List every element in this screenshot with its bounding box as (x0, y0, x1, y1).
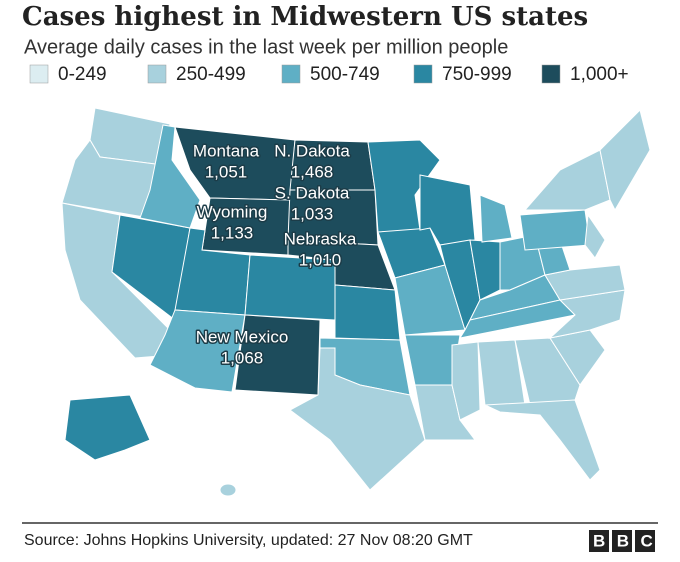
legend-label: 1,000+ (570, 64, 629, 85)
state-shape (479, 194, 513, 243)
state-name: Montana (193, 141, 260, 160)
state-value: 1,051 (205, 162, 248, 181)
legend-swatch (281, 64, 301, 84)
state-shape (523, 149, 611, 211)
state-shape (414, 384, 476, 441)
state-shape (367, 139, 441, 233)
state-shape (519, 209, 591, 251)
state-labels: Montana 1,051 N. Dakota 1,468 S. Dakota 1,033… (191, 140, 358, 369)
logo-block (612, 530, 632, 552)
title: Cases highest in Midwestern US states (22, 2, 588, 32)
subtitle: Average daily cases in the last week per… (24, 36, 508, 58)
state-name: S. Dakota (275, 183, 350, 202)
state-name: Nebraska (284, 229, 357, 248)
legend-swatch (541, 64, 561, 84)
state-name: New Mexico (196, 327, 289, 346)
state-value: 1,010 (299, 250, 342, 269)
state-shape (514, 337, 581, 406)
legend: 0-249 250-499 500-749 750-999 1,000+ (29, 64, 629, 85)
legend-label: 0-249 (58, 64, 107, 85)
state-shape (599, 109, 651, 212)
source: Source: Johns Hopkins University, update… (24, 532, 473, 549)
legend-swatch (413, 64, 433, 84)
state-value: 1,133 (211, 223, 254, 242)
state-name: Wyoming (197, 202, 268, 221)
logo-block (635, 530, 655, 552)
state-shape (584, 213, 606, 259)
state-shape (334, 284, 401, 341)
legend-swatch (29, 64, 49, 84)
state-shape (64, 394, 151, 461)
legend-label: 750-999 (442, 64, 512, 85)
state-shape (451, 341, 481, 421)
state-shape (484, 399, 601, 481)
legend-label: 250-499 (176, 64, 246, 85)
states (61, 107, 651, 497)
state-value: 1,068 (221, 348, 264, 367)
state-value: 1,468 (291, 162, 334, 181)
logo-block (589, 530, 609, 552)
state-shape (219, 483, 237, 497)
bbc-logo: BBC (589, 530, 664, 552)
legend-swatch (147, 64, 167, 84)
state-shape (139, 124, 201, 229)
state-value: 1,033 (291, 204, 334, 223)
logo-text: BBC (593, 531, 664, 550)
state-name: N. Dakota (274, 141, 350, 160)
legend-label: 500-749 (310, 64, 380, 85)
